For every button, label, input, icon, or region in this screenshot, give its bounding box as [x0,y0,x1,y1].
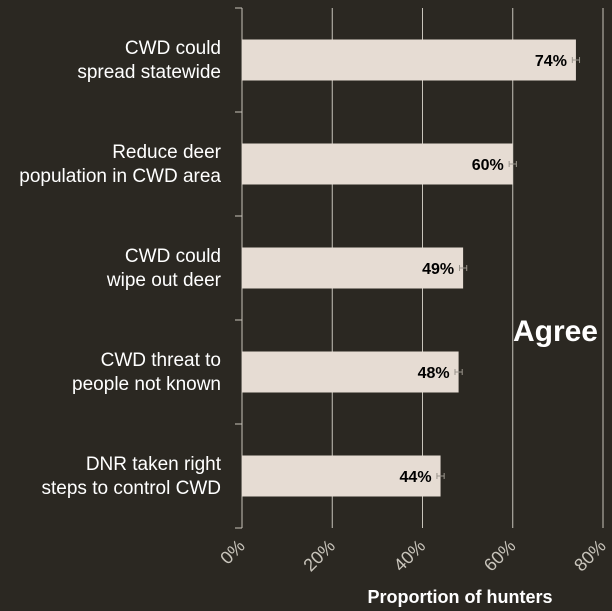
bars: 74% 60% 49% 48% 44% [242,39,581,497]
data-label: 60% [472,157,504,174]
category-labels: CWD could spread statewide Reduce deer popu… [19,38,221,499]
bar [242,351,459,393]
bar [242,455,441,497]
category-label: people not known [72,374,221,395]
data-label: 74% [535,53,567,70]
agree-annotation: Agree [513,315,598,348]
category-label: CWD threat to [101,350,221,371]
data-label: 44% [400,469,432,486]
category-label: DNR taken right [86,454,222,475]
data-label: 48% [418,365,450,382]
category-label: population in CWD area [19,166,221,187]
bar [242,143,513,185]
bar [242,39,576,81]
bar [242,247,464,289]
x-axis-title: Proportion of hunters [368,587,553,607]
category-label: wipe out deer [106,270,222,291]
category-label: CWD could [125,246,221,267]
category-label: Reduce deer [112,142,221,163]
category-label: CWD could [125,38,221,59]
category-label: steps to control CWD [42,478,222,499]
category-label: spread statewide [77,62,221,83]
data-label: 49% [422,261,454,278]
